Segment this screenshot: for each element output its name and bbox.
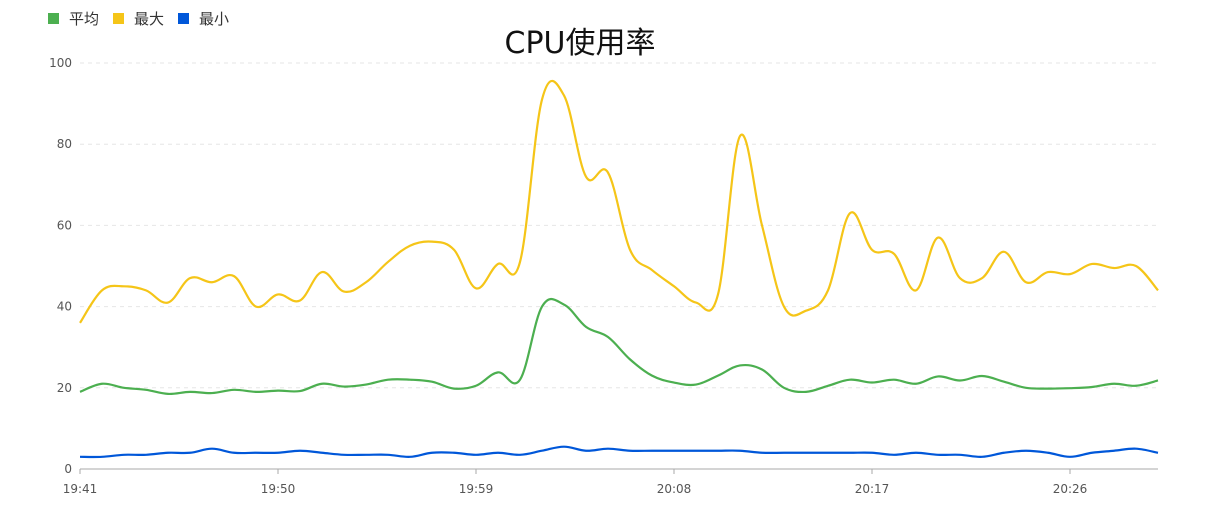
y-tick-label: 80 [57,137,72,151]
series-line-max [79,79,1159,324]
legend-label-max: 最大 [134,10,165,28]
x-tick-label: 19:59 [459,482,494,496]
grid-lines [80,62,1158,389]
series-lines [79,79,1159,459]
chart-title: CPU使用率 [504,26,656,61]
x-tick-label: 20:17 [855,482,890,496]
legend-item-avg[interactable]: 平均 [48,8,99,29]
legend-item-max[interactable]: 最大 [113,8,164,29]
x-tick-label: 20:08 [657,482,692,496]
x-tick-label: 19:41 [63,482,98,496]
legend-swatch-min [178,13,190,24]
axes: 0 20 40 60 80 100 19:41 19:50 19:59 20:08 20:17 20:… [49,56,1158,496]
legend-label-avg: 平均 [69,10,100,28]
legend-swatch-avg [48,13,59,24]
y-tick-label: 40 [57,300,72,314]
legend-swatch-max [113,13,125,24]
legend-label-min: 最小 [199,10,230,28]
y-tick-label: 0 [64,462,72,476]
series-line-min [79,445,1159,459]
y-tick-label: 20 [57,381,72,395]
legend-item-min[interactable]: 最小 [178,8,229,29]
x-tick-label: 20:26 [1053,482,1088,496]
series-line-avg [79,297,1159,396]
x-tick-label: 19:50 [261,482,296,496]
y-tick-label: 60 [57,218,72,232]
y-tick-label: 100 [49,56,72,70]
legend: 平均 最大 最小 [48,8,243,29]
